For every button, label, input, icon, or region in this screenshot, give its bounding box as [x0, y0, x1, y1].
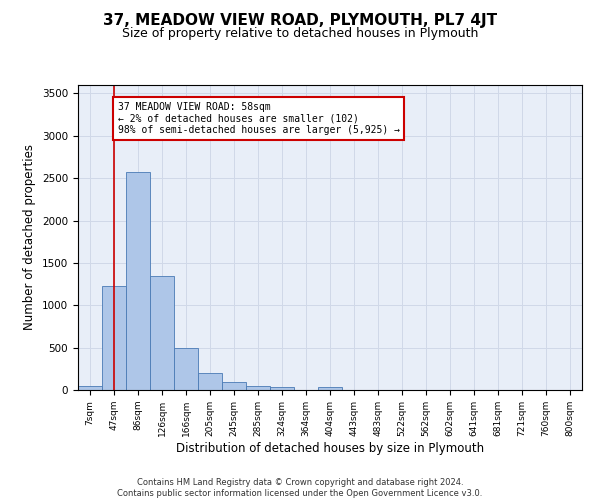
- Y-axis label: Number of detached properties: Number of detached properties: [23, 144, 37, 330]
- Bar: [150, 276, 174, 390]
- Bar: [126, 172, 150, 390]
- Text: Contains HM Land Registry data © Crown copyright and database right 2024.
Contai: Contains HM Land Registry data © Crown c…: [118, 478, 482, 498]
- Bar: [102, 286, 126, 390]
- Bar: [78, 386, 102, 390]
- Bar: [198, 374, 222, 390]
- Bar: [222, 382, 246, 390]
- Bar: [318, 388, 342, 390]
- X-axis label: Distribution of detached houses by size in Plymouth: Distribution of detached houses by size …: [176, 442, 484, 454]
- Bar: [174, 348, 198, 390]
- Text: 37, MEADOW VIEW ROAD, PLYMOUTH, PL7 4JT: 37, MEADOW VIEW ROAD, PLYMOUTH, PL7 4JT: [103, 12, 497, 28]
- Text: 37 MEADOW VIEW ROAD: 58sqm
← 2% of detached houses are smaller (102)
98% of semi: 37 MEADOW VIEW ROAD: 58sqm ← 2% of detac…: [118, 102, 400, 135]
- Bar: [270, 386, 294, 390]
- Bar: [246, 386, 270, 390]
- Text: Size of property relative to detached houses in Plymouth: Size of property relative to detached ho…: [122, 28, 478, 40]
